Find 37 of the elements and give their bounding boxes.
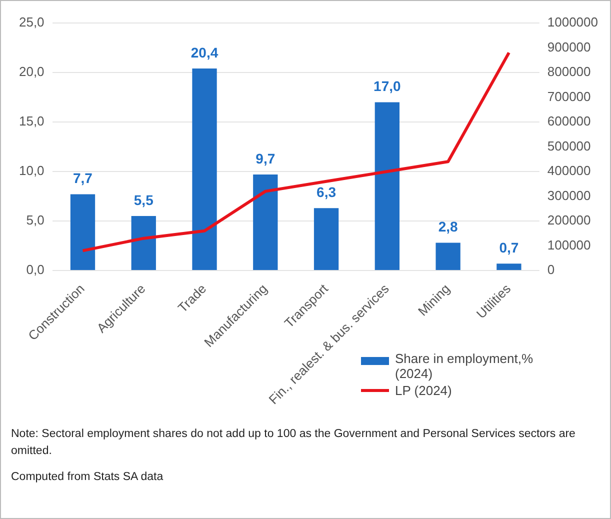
y2-tick-label: 400000 — [547, 163, 591, 178]
bar — [70, 194, 96, 270]
data-label: 5,5 — [134, 192, 154, 208]
data-label: 20,4 — [190, 44, 218, 60]
data-label: 2,8 — [438, 218, 458, 235]
y2-tick-label: 300000 — [547, 188, 591, 203]
y2-tick-label: 200000 — [547, 212, 591, 228]
data-label: 0,7 — [499, 239, 519, 256]
bar — [253, 174, 278, 270]
legend-label: LP (2024) — [395, 383, 452, 398]
data-label: 7,7 — [73, 170, 93, 186]
bar — [192, 68, 217, 270]
data-label: 9,7 — [256, 150, 276, 166]
y-tick-label: 15,0 — [18, 114, 44, 129]
y2-tick-label: 0 — [547, 262, 555, 278]
bar — [131, 216, 156, 270]
y2-tick-label: 600000 — [547, 114, 591, 129]
data-label: 17,0 — [374, 78, 402, 94]
y-tick-label: 25,0 — [18, 14, 44, 30]
legend-label: Share in employment,% (2024) — [395, 351, 534, 381]
y2-tick-label: 1000000 — [547, 14, 598, 30]
y2-tick-label: 700000 — [547, 88, 591, 104]
y2-tick-label: 100000 — [547, 237, 591, 252]
bar — [436, 242, 460, 270]
bar — [314, 208, 339, 270]
y2-tick-label: 500000 — [547, 138, 591, 154]
y-tick-label: 20,0 — [18, 64, 44, 80]
y2-tick-label: 900000 — [547, 39, 591, 54]
y-tick-label: 5,0 — [26, 212, 44, 228]
y-tick-label: 0,0 — [26, 262, 44, 278]
text: Note: Sectoral employment shares do not add up to 100 as the Government and Personal Services sectors are omitted. — [11, 427, 576, 459]
text: Computed from Stats SA data — [11, 470, 164, 486]
data-label: 6,3 — [316, 184, 336, 200]
y2-tick-label: 800000 — [547, 64, 591, 80]
bar — [496, 264, 522, 270]
bar — [374, 102, 400, 270]
y-tick-label: 10,0 — [18, 163, 44, 178]
